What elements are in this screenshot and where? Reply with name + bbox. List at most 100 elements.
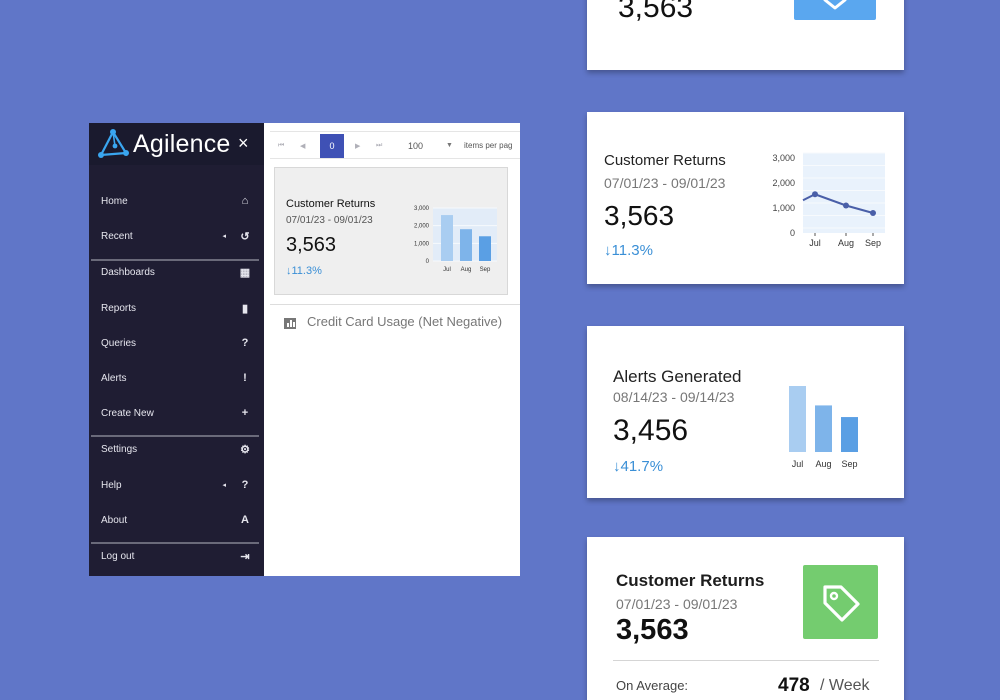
last-page-icon[interactable]: ⏭ (376, 142, 383, 149)
card-date-range: 08/14/23 - 09/14/23 (613, 389, 735, 405)
sidebar-divider (91, 542, 259, 544)
y-tick-label: 1,000 (414, 241, 430, 247)
page-size-select[interactable]: 100 (408, 141, 424, 151)
card-date-range: 07/01/23 - 09/01/23 (616, 596, 738, 612)
card-value: 3,563 (616, 614, 689, 646)
sidebar-item-log-out[interactable]: Log out ⇥ (89, 543, 264, 573)
card-icon-tile (803, 565, 878, 639)
chevron-left-icon[interactable]: ◂ (222, 482, 226, 489)
data-point (843, 202, 849, 209)
next-page-icon[interactable]: ▶ (355, 143, 361, 150)
y-tick-label: 2,000 (772, 178, 795, 188)
sidebar-item-home[interactable]: Home ⌂ (89, 188, 264, 218)
average-value: 478 (778, 675, 810, 696)
y-tick-label: 1,000 (772, 203, 795, 213)
sidebar-item-recent[interactable]: Recent ◂ ↺ (89, 223, 264, 253)
x-tick-label: Sep (480, 267, 491, 273)
average-unit: / Week (820, 677, 870, 694)
x-tick-label: Aug (838, 238, 854, 248)
x-tick-label: Jul (792, 459, 804, 469)
brand-name: Agilence (133, 130, 231, 158)
line-chart: 3,000 2,000 1,000 0 Jul Aug Sep (772, 152, 885, 248)
y-tick-label: 0 (426, 259, 430, 265)
first-page-icon[interactable]: ⏮ (278, 142, 285, 149)
agilence-logo-icon (98, 129, 129, 158)
prev-page-icon[interactable]: ◀ (300, 143, 306, 150)
chevron-left-icon[interactable]: ◂ (222, 233, 226, 240)
add-box-icon: + (241, 407, 249, 419)
x-tick-label: Sep (841, 459, 857, 469)
sidebar-item-help[interactable]: Help ◂? (89, 472, 264, 502)
bar (815, 405, 832, 452)
widget-delta: ↓11.3% (286, 265, 322, 277)
y-tick-label: 2,000 (414, 224, 430, 230)
close-icon[interactable]: × (238, 133, 249, 153)
x-tick-label: Aug (815, 459, 831, 469)
tag-icon (823, 585, 860, 622)
sidebar-item-label: Alerts (101, 373, 127, 384)
sidebar-item-alerts[interactable]: Alerts! (89, 365, 264, 395)
average-label: On Average: (616, 678, 689, 693)
sidebar-item-label: Dashboards (101, 267, 155, 278)
report-item[interactable]: Credit Card Usage (Net Negative) (270, 304, 520, 576)
about-icon: A (241, 514, 249, 526)
x-tick-label: Jul (443, 267, 451, 273)
history-icon: ↺ (240, 231, 250, 243)
card-title: Customer Returns (604, 152, 726, 169)
x-tick-label: Jul (809, 238, 821, 248)
sidebar-item-dashboards[interactable]: Dashboards ▦ (89, 259, 264, 289)
app-screenshot: Agilence × Home ⌂ Recent ◂ ↺ Dashboards ▦ Repor… (89, 123, 520, 576)
help-icon: ? (241, 479, 249, 491)
home-icon: ⌂ (241, 195, 249, 207)
dashboard-icon: ▦ (239, 267, 251, 279)
card-title: Customer Returns (616, 571, 765, 590)
widget-title: Customer Returns (286, 198, 376, 210)
sidebar-item-label: Help (101, 480, 122, 491)
data-point (870, 210, 876, 216)
gear-icon: ⚙ (240, 444, 250, 456)
sidebar-item-reports[interactable]: Reports ▮ (89, 295, 264, 325)
sidebar-divider (91, 259, 259, 261)
bar-chart: Jul Aug Sep (789, 386, 858, 469)
bar (789, 386, 806, 452)
bar (841, 417, 858, 452)
kpi-widget-customer-returns[interactable]: Customer Returns 07/01/23 - 09/01/23 3,5… (274, 167, 508, 295)
sidebar-divider (91, 435, 259, 437)
card-icon-tile (794, 0, 876, 20)
main-panel: ⏮ ◀ 0 ▶ ⏭ 100 ▼ items per pag Customer R… (264, 123, 520, 576)
sidebar-item-create-new[interactable]: Create New + (89, 400, 264, 430)
card-value: 3,456 (613, 414, 689, 447)
y-tick-label: 3,000 (772, 153, 795, 163)
widget-date-range: 07/01/23 - 09/01/23 (286, 215, 373, 226)
current-page-button[interactable]: 0 (320, 134, 344, 158)
exclamation-icon: ! (243, 372, 247, 384)
y-tick-label: 3,000 (414, 206, 430, 212)
question-icon: ? (241, 337, 249, 349)
kpi-card-top[interactable]: 3,563 (587, 0, 904, 70)
bar-chart-icon: ▮ (241, 303, 249, 315)
sidebar-item-about[interactable]: About A (89, 507, 264, 537)
kpi-card-customer-returns-average[interactable]: Customer Returns 07/01/23 - 09/01/23 3,5… (587, 537, 904, 700)
x-tick-label: Aug (461, 267, 472, 273)
series-line (802, 193, 874, 214)
sidebar-item-label: Home (101, 196, 128, 207)
sidebar: Agilence × Home ⌂ Recent ◂ ↺ Dashboards ▦ Repor… (89, 123, 264, 576)
sidebar-item-queries[interactable]: Queries? (89, 330, 264, 360)
card-value: 3,563 (618, 0, 694, 24)
kpi-card-alerts-generated[interactable]: Alerts Generated 08/14/23 - 09/14/23 3,4… (587, 326, 904, 498)
y-tick-label: 0 (790, 228, 795, 238)
sidebar-item-settings[interactable]: Settings ⚙ (89, 436, 264, 466)
bar-chart-icon (284, 318, 296, 329)
card-delta: ↓41.7% (613, 458, 664, 475)
items-per-page-label: items per pag (464, 141, 513, 150)
bar (441, 215, 453, 261)
kpi-card-customer-returns-line[interactable]: Customer Returns 07/01/23 - 09/01/23 3,5… (587, 112, 904, 284)
logout-icon: ⇥ (240, 551, 250, 563)
sidebar-item-label: Queries (101, 338, 137, 349)
chevron-down-icon[interactable]: ▼ (446, 142, 453, 149)
sidebar-item-label: Settings (101, 444, 138, 455)
card-title: Alerts Generated (613, 367, 742, 386)
sidebar-item-label: Recent (101, 231, 133, 242)
pagination-bar: ⏮ ◀ 0 ▶ ⏭ 100 ▼ items per pag (270, 123, 520, 159)
sidebar-item-label: Reports (101, 303, 137, 314)
